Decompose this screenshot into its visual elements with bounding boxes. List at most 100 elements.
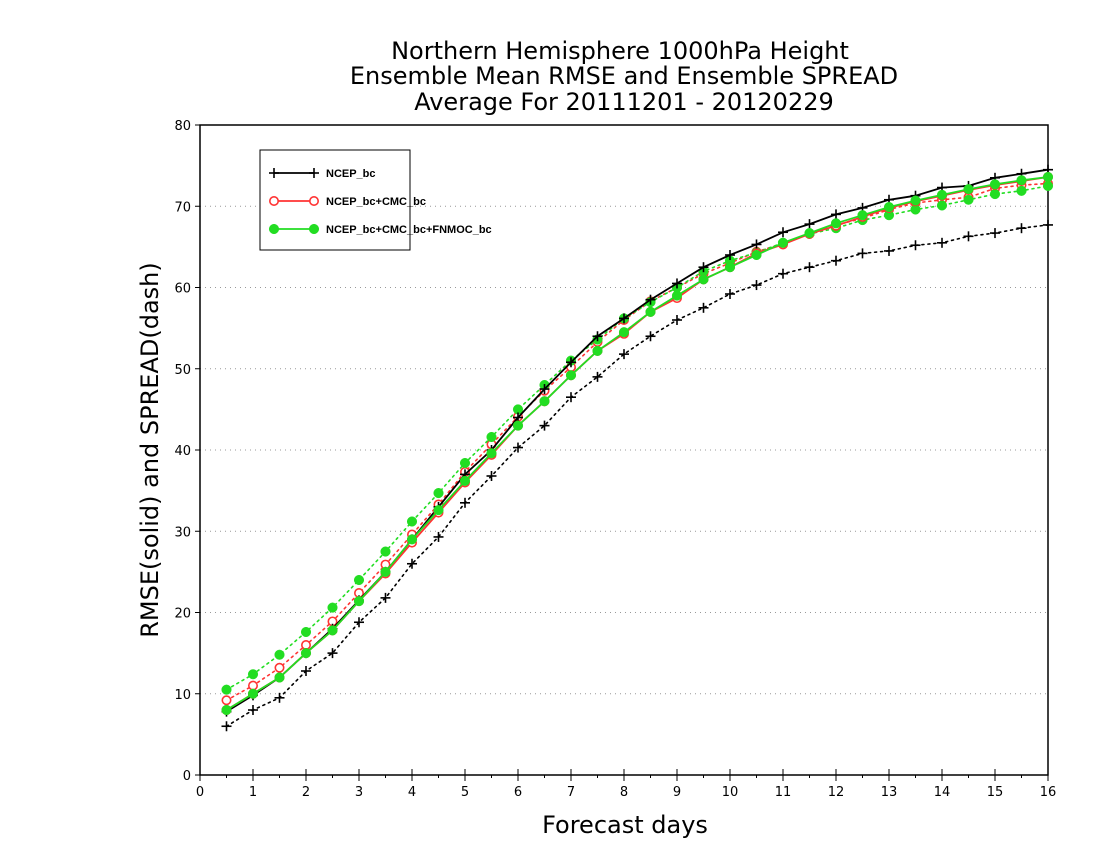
spread-point xyxy=(460,497,470,508)
y-tick-label: 50 xyxy=(174,363,191,378)
spread-point xyxy=(380,592,391,603)
chart-title-line-1: Northern Hemisphere 1000hPa Height xyxy=(391,37,849,65)
x-tick-label: 16 xyxy=(1040,785,1057,800)
rmse-point xyxy=(963,184,974,195)
spread-point xyxy=(910,240,921,251)
spread-point xyxy=(274,662,285,673)
spread-point xyxy=(486,431,497,443)
spread-point xyxy=(1016,185,1027,196)
x-tick-label: 13 xyxy=(881,785,898,800)
rmse-point xyxy=(539,396,550,407)
spread-point xyxy=(433,488,444,499)
rmse-line xyxy=(226,176,1049,711)
rmse-point xyxy=(592,331,603,342)
series-2-spread xyxy=(221,178,1054,706)
legend-entry-3: NCEP_bc+CMC_bc+FNMOC_bc xyxy=(268,223,492,236)
spread-point xyxy=(327,602,338,613)
y-tick-label: 80 xyxy=(174,119,191,134)
rmse-point xyxy=(804,219,815,230)
rmse-point xyxy=(936,189,948,200)
rmse-line xyxy=(226,168,1049,713)
legend-marker-start xyxy=(269,168,279,178)
x-tick-label: 9 xyxy=(673,785,681,800)
legend-label: NCEP_bc+CMC_bc+FNMOC_bc xyxy=(326,224,492,236)
spread-point xyxy=(884,245,894,256)
y-tick-label: 70 xyxy=(174,200,191,215)
spread-point xyxy=(831,255,841,266)
rmse-point xyxy=(327,625,338,636)
spread-point xyxy=(1043,219,1053,230)
legend: NCEP_bc NCEP_bc+CMC_bc NCEP_bc+CMC_bc+FNMO… xyxy=(259,149,492,251)
y-tick-label: 0 xyxy=(183,769,191,784)
chart-title-line-2: Ensemble Mean RMSE and Ensemble SPREAD xyxy=(350,62,898,90)
legend-entry-1: NCEP_bc xyxy=(269,168,376,180)
rmse-point xyxy=(274,672,285,683)
rmse-point xyxy=(777,237,789,248)
rmse-point xyxy=(804,228,815,239)
spread-point xyxy=(1016,223,1027,234)
rmse-point xyxy=(671,290,683,301)
rmse-point xyxy=(486,448,497,459)
rmse-point xyxy=(883,202,895,213)
rmse-point xyxy=(724,262,736,273)
spread-point xyxy=(937,237,947,248)
series-3-rmse xyxy=(221,171,1054,716)
spread-point xyxy=(221,695,232,706)
spread-point xyxy=(327,648,338,659)
rmse-point xyxy=(645,294,656,305)
spread-point xyxy=(354,617,364,628)
spread-point xyxy=(486,471,497,481)
x-tick-label: 15 xyxy=(987,785,1004,800)
spread-point xyxy=(353,574,365,586)
rmse-point xyxy=(618,327,630,338)
spread-point xyxy=(247,669,259,680)
spread-point xyxy=(963,231,974,242)
legend-marker-start xyxy=(268,196,279,207)
grid-lines xyxy=(200,205,1048,695)
rmse-point xyxy=(433,505,444,516)
spread-point xyxy=(380,546,391,557)
rmse-point xyxy=(406,534,418,545)
spread-point xyxy=(619,349,629,360)
rmse-point xyxy=(619,313,629,324)
spread-point xyxy=(274,649,285,660)
rmse-point xyxy=(778,227,788,238)
legend-marker-start xyxy=(268,223,280,235)
rmse-point xyxy=(247,688,259,699)
spread-point xyxy=(963,194,974,205)
spread-point xyxy=(300,626,312,638)
spread-point xyxy=(248,705,258,715)
rmse-point xyxy=(725,250,735,260)
x-tick-label: 12 xyxy=(828,785,845,800)
legend-marker-end xyxy=(308,223,320,235)
spread-line xyxy=(225,224,1049,728)
spread-point xyxy=(857,248,868,259)
legend-label: NCEP_bc xyxy=(326,168,376,180)
spread-point xyxy=(407,558,417,569)
rmse-point xyxy=(459,475,471,486)
spread-line xyxy=(225,185,1049,691)
spread-point xyxy=(433,531,444,542)
rmse-point xyxy=(831,209,841,220)
rmse-point xyxy=(592,345,603,356)
spread-point xyxy=(751,280,762,291)
x-tick-label: 11 xyxy=(775,785,792,800)
x-tick-label: 0 xyxy=(196,785,204,800)
spread-point xyxy=(698,302,709,313)
x-tick-label: 3 xyxy=(355,785,363,800)
spread-point xyxy=(990,228,1000,239)
rmse-point xyxy=(353,596,365,607)
x-tick-label: 5 xyxy=(461,785,469,800)
rmse-point xyxy=(830,218,842,229)
rmse-point xyxy=(698,262,709,273)
spread-point xyxy=(513,442,523,453)
spread-point xyxy=(778,268,788,279)
legend-marker-end xyxy=(309,168,319,178)
x-axis-label: Forecast days xyxy=(542,811,708,839)
rmse-point xyxy=(1016,175,1027,186)
chart-title: Northern Hemisphere 1000hPa Height Ensem… xyxy=(350,37,898,116)
rmse-point xyxy=(857,210,868,221)
rmse-point xyxy=(910,195,921,206)
x-tick-label: 6 xyxy=(514,785,522,800)
spread-point xyxy=(221,721,232,732)
